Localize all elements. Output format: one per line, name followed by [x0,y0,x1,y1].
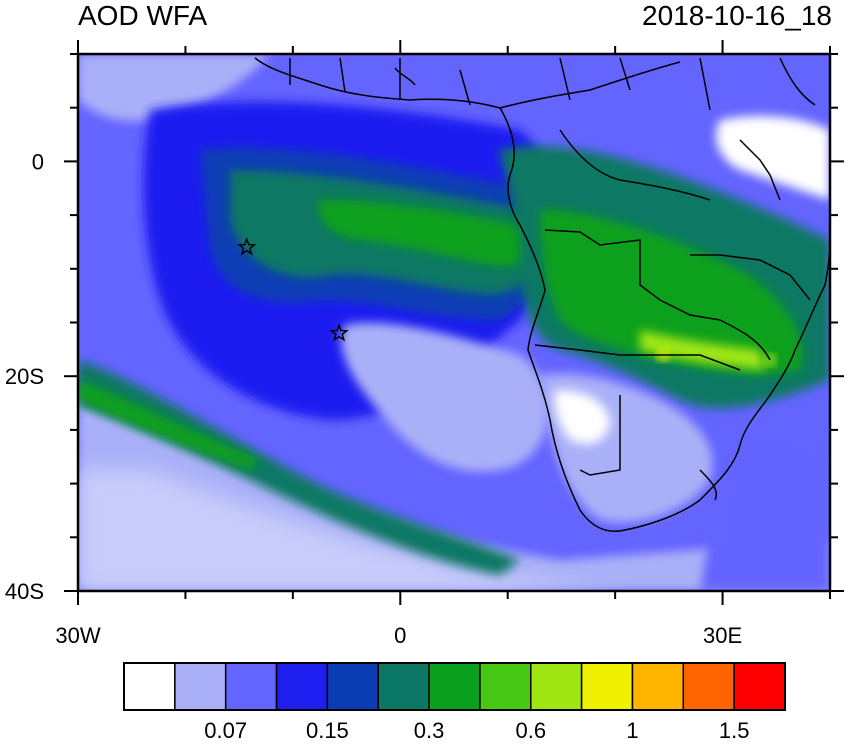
colorbar-box [174,662,227,711]
y-tick-label: 20S [5,364,44,389]
colorbar-box [479,662,532,711]
colorbar-box [326,662,379,711]
x-tick-label: 0 [394,623,406,648]
coastlines [254,57,830,532]
site-markers [237,237,349,342]
colorbar-box [275,662,329,711]
colorbar-box [733,662,786,711]
x-tick-label: 30E [703,623,742,648]
colorbar-label: 0.6 [515,718,546,743]
colorbar-label: 0.15 [306,718,349,743]
colorbar-label: 0.3 [414,718,445,743]
x-tick-label: 30W [55,623,100,648]
site-star-marker [237,237,257,256]
site-star-marker [329,323,349,342]
colorbar-box [224,662,278,711]
colorbar-box [580,662,634,711]
colorbar-box [123,662,176,711]
map-date: 2018-10-16_18 [642,0,832,31]
colorbar-frame [123,662,786,711]
y-tick-label: 40S [5,579,44,604]
axis-ticks [64,40,844,605]
colorbar-label: 0.07 [204,718,247,743]
colorbar-box [377,662,430,711]
colorbar-label: 1 [626,718,638,743]
map-title: AOD WFA [78,0,208,31]
colorbar-box [631,662,685,711]
colorbar-label: 1.5 [719,718,750,743]
colorbar-box [428,662,481,711]
aod-field [78,54,830,591]
y-tick-label: 0 [32,149,44,174]
colorbar-box [682,662,735,711]
axis-tick-labels: 30W 0 30E 0 20S 40S [5,149,742,648]
colorbar: 0.07 0.15 0.3 0.6 1 1.5 [123,662,786,743]
colorbar-box [530,662,583,711]
